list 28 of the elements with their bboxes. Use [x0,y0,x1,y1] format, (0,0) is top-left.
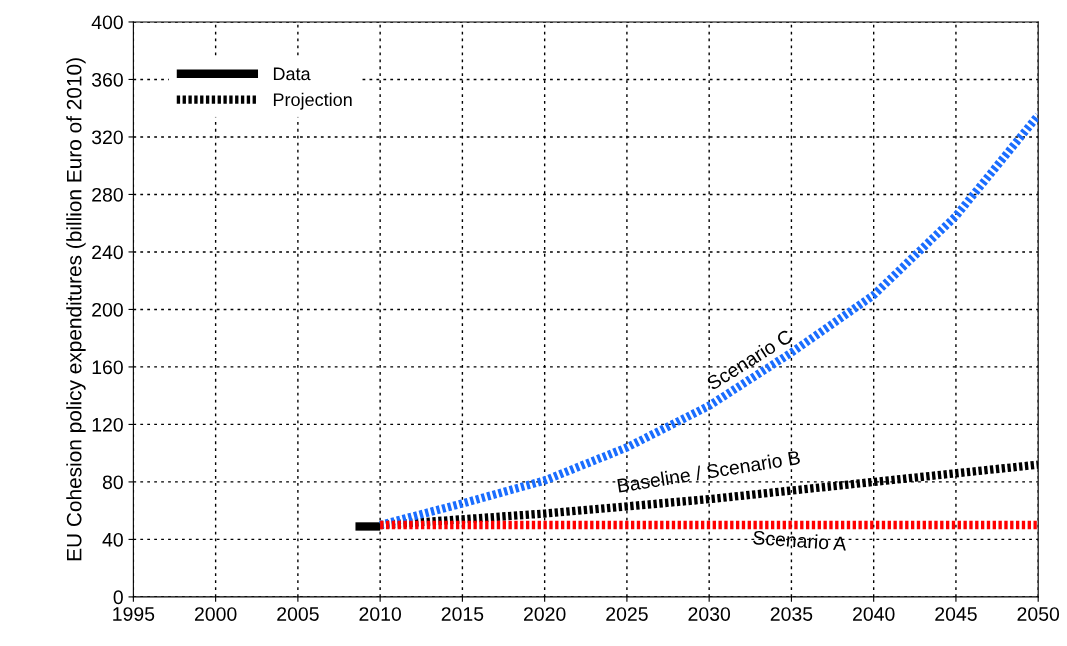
x-tick-label: 2035 [770,607,813,621]
annotation: Baseline / Scenario B [617,449,801,493]
y-tick-label: 400 [91,15,123,30]
x-tick-label: 1995 [113,607,155,621]
x-tick-label: 2025 [606,607,648,621]
x-tick-label: 2010 [359,607,402,621]
x-tick-label: 2015 [441,607,484,621]
y-axis-title: EU Cohesion policy expenditures (billion Euro of 2010) [66,58,86,561]
y-tick-label: 80 [102,475,123,490]
x-tick-label: 2000 [194,607,237,621]
y-tick-label: 200 [92,302,123,317]
y-tick-label: 0 [113,590,123,605]
x-tick-label: 2005 [277,607,319,621]
y-tick-label: 240 [92,245,123,260]
y-tick-label: 280 [92,187,123,202]
y-tick-label: 40 [102,532,123,547]
x-tick-label: 2020 [524,607,566,621]
x-tick-label: 2050 [1017,607,1060,621]
y-tick-label: 360 [91,72,123,87]
y-tick-label: 120 [92,417,123,432]
y-tick-label: 320 [91,130,123,145]
legend-label: Projection [273,92,352,110]
legend-label: Data [273,67,311,81]
x-tick-label: 2040 [853,607,895,621]
annotation: Scenario A [752,530,847,551]
x-tick-label: 2030 [688,607,731,621]
y-tick-label: 160 [92,360,123,375]
x-tick-label: 2045 [935,607,977,621]
